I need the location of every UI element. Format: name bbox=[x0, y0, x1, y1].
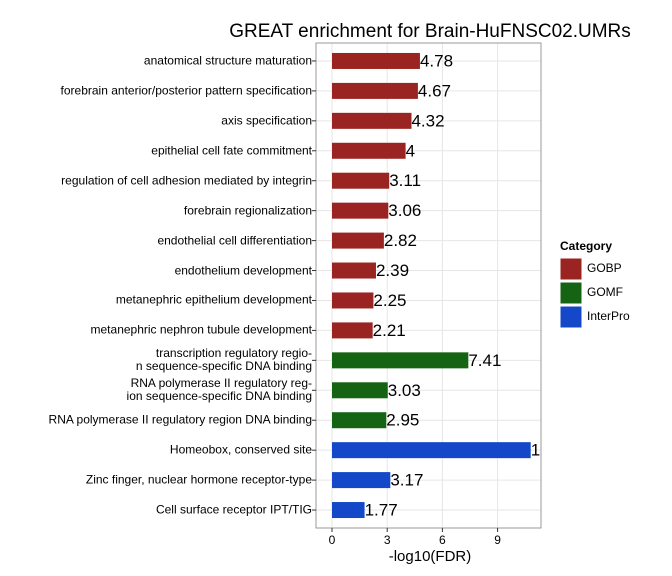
x-axis-label: -log10(FDR) bbox=[389, 548, 472, 565]
data-label: 4.78 bbox=[420, 51, 453, 70]
data-label: 4 bbox=[406, 141, 415, 160]
panel-border bbox=[315, 42, 542, 529]
bar bbox=[332, 292, 374, 309]
y-tick-label: endothelium development bbox=[174, 263, 312, 278]
legend-key bbox=[559, 257, 583, 281]
data-label: 2.82 bbox=[384, 231, 417, 250]
bar bbox=[332, 472, 391, 489]
y-tick-label: forebrain regionalization bbox=[183, 203, 312, 218]
x-tick-label: 3 bbox=[384, 533, 391, 547]
data-label: 2.95 bbox=[386, 411, 419, 430]
legend-key bbox=[559, 305, 583, 329]
chart-title: GREAT enrichment for Brain-HuFNSC02.UMRs bbox=[229, 21, 631, 42]
bar bbox=[332, 382, 388, 399]
y-tick-label: metanephric epithelium development bbox=[115, 292, 312, 307]
x-tick-label: 0 bbox=[329, 533, 336, 547]
data-label: 2.21 bbox=[373, 321, 406, 340]
data-label: 2.39 bbox=[376, 261, 409, 280]
y-tick-label: anatomical structure maturation bbox=[143, 53, 312, 68]
x-tick-label: 9 bbox=[494, 533, 501, 547]
bar bbox=[332, 202, 389, 219]
bar bbox=[332, 412, 387, 429]
legend-key bbox=[559, 281, 583, 305]
bar bbox=[332, 142, 406, 159]
y-tick-label: endothelial cell differentiation bbox=[157, 233, 312, 248]
legend-label: GOMF bbox=[587, 285, 623, 299]
bar bbox=[332, 82, 418, 99]
y-tick-label: Homeobox, conserved site bbox=[169, 442, 312, 457]
y-tick-label: Cell surface receptor IPT/TIG bbox=[155, 502, 312, 517]
y-tick-label: axis specification bbox=[221, 113, 312, 128]
legend-label: GOBP bbox=[587, 261, 622, 275]
x-tick-label: 6 bbox=[439, 533, 446, 547]
y-tick-label: regulation of cell adhesion mediated by … bbox=[61, 173, 312, 188]
y-tick-label: transcription regulatory regio- n sequen… bbox=[135, 346, 312, 374]
data-label: 3.03 bbox=[388, 381, 421, 400]
data-label: 4.32 bbox=[411, 111, 444, 130]
bar bbox=[332, 52, 420, 69]
data-label: 7.41 bbox=[468, 351, 501, 370]
data-label: 2.25 bbox=[373, 291, 406, 310]
y-tick-label: epithelial cell fate commitment bbox=[151, 143, 312, 158]
bar bbox=[332, 232, 384, 249]
legend-title: Category bbox=[560, 239, 612, 253]
bar bbox=[332, 322, 373, 339]
data-label: 4.67 bbox=[418, 81, 451, 100]
data-label: 3.06 bbox=[388, 201, 421, 220]
y-tick-label: RNA polymerase II regulatory reg- ion se… bbox=[126, 376, 312, 404]
data-label: 10.8 bbox=[531, 441, 564, 460]
bar bbox=[332, 112, 412, 129]
bar bbox=[332, 262, 376, 279]
y-tick-label: forebrain anterior/posterior pattern spe… bbox=[60, 83, 312, 98]
data-label: 3.17 bbox=[390, 471, 423, 490]
data-label: 3.11 bbox=[389, 171, 421, 190]
bar bbox=[332, 172, 390, 189]
bar bbox=[332, 352, 469, 369]
bar bbox=[332, 442, 531, 459]
bar bbox=[332, 502, 365, 519]
legend-label: InterPro bbox=[587, 309, 630, 323]
y-tick-label: Zinc finger, nuclear hormone receptor-ty… bbox=[85, 472, 312, 487]
data-label: 1.77 bbox=[365, 501, 398, 520]
y-tick-label: metanephric nephron tubule development bbox=[90, 322, 312, 337]
y-tick-label: RNA polymerase II regulatory region DNA … bbox=[48, 412, 312, 427]
